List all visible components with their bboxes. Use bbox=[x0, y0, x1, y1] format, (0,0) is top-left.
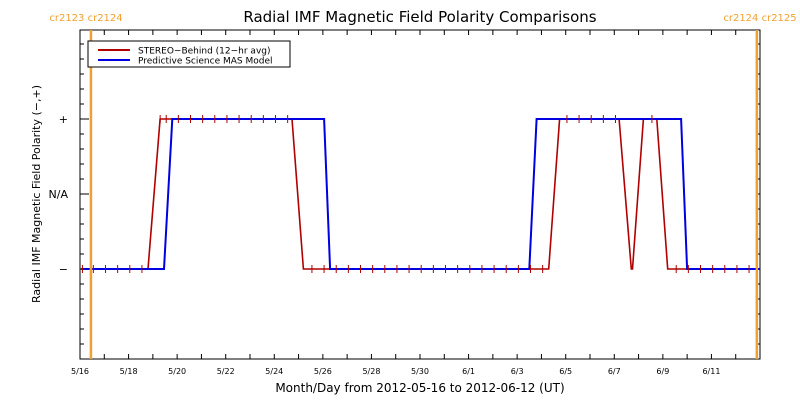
legend-box bbox=[87, 40, 291, 68]
x-axis-label: Month/Day from 2012-05-16 to 2012-06-12 … bbox=[275, 381, 564, 395]
x-tick-label: 6/3 bbox=[511, 367, 524, 376]
x-tick-label: 6/7 bbox=[608, 367, 621, 376]
x-tick-label: 5/30 bbox=[411, 367, 429, 376]
x-tick-label: 5/24 bbox=[265, 367, 283, 376]
x-tick-label: 6/9 bbox=[656, 367, 669, 376]
x-tick-label: 6/5 bbox=[559, 367, 572, 376]
x-tick-label: 5/22 bbox=[217, 367, 235, 376]
plot-frame bbox=[79, 29, 761, 360]
x-tick-label: 5/28 bbox=[362, 367, 380, 376]
carrington-label-right: cr2124 cr2125 bbox=[723, 13, 796, 24]
series-line-stereo-behind bbox=[82, 118, 760, 270]
legend-label: Predictive Science MAS Model bbox=[138, 57, 273, 67]
chart-title: Radial IMF Magnetic Field Polarity Compa… bbox=[243, 8, 596, 26]
y-axis-label: Radial IMF Magnetic Field Polarity (−,+) bbox=[30, 85, 43, 303]
x-tick-label: 6/1 bbox=[462, 367, 475, 376]
y-tick-label: − bbox=[59, 263, 68, 276]
y-tick-label: + bbox=[59, 113, 68, 126]
y-tick-label: N/A bbox=[49, 188, 69, 201]
x-tick-label: 5/26 bbox=[314, 367, 332, 376]
legend-label: STEREO−Behind (12−hr avg) bbox=[138, 47, 271, 57]
series-line-psi-mas bbox=[81, 118, 760, 270]
x-tick-label: 5/18 bbox=[120, 367, 138, 376]
x-tick-label: 5/16 bbox=[71, 367, 89, 376]
x-tick-label: 5/20 bbox=[168, 367, 186, 376]
x-tick-label: 6/11 bbox=[702, 367, 720, 376]
plot-area: 5/16 5/18 5/20 5/22 5/24 5/26 5/28 5/30 6/1 6/3 6/… bbox=[49, 29, 761, 376]
carrington-label-left: cr2123 cr2124 bbox=[49, 13, 122, 24]
